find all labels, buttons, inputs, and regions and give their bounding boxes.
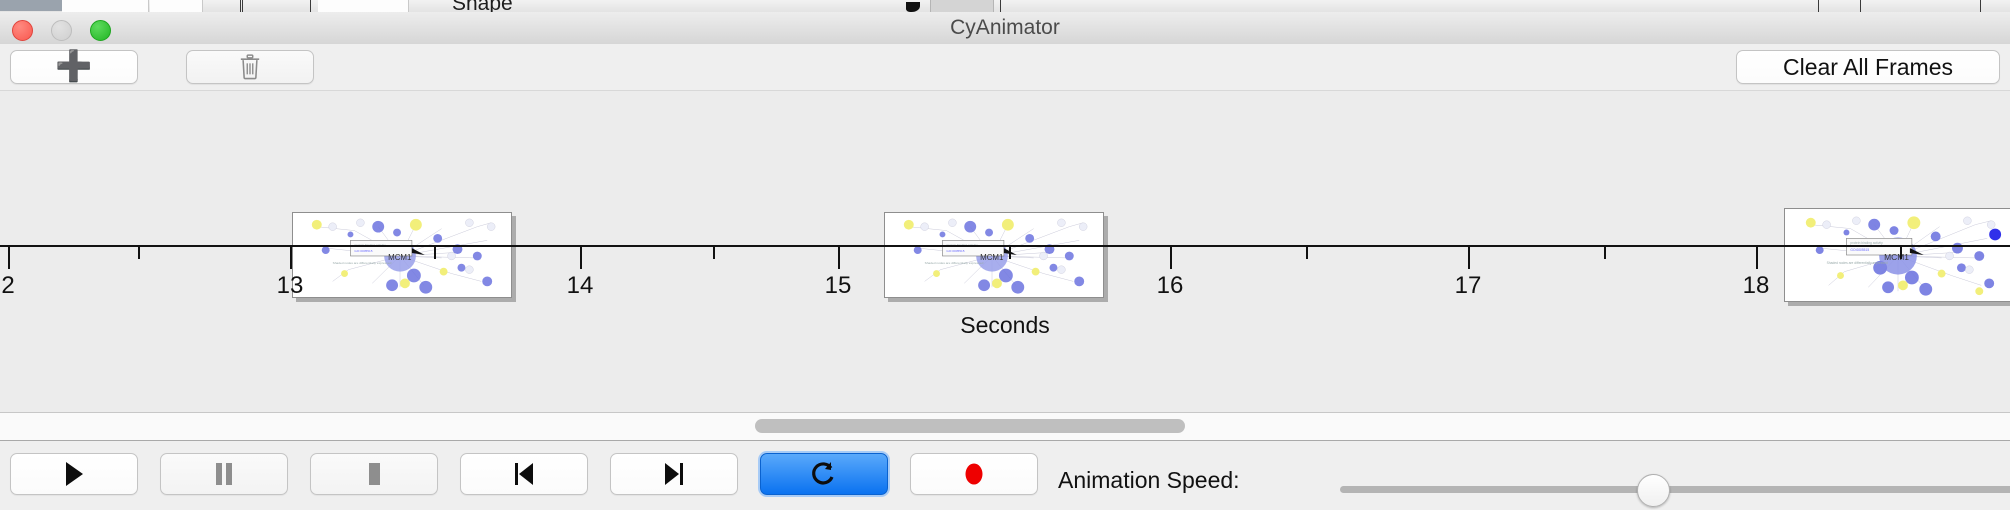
loop-icon: [812, 462, 834, 485]
loop-button[interactable]: [760, 453, 888, 495]
pause-button[interactable]: [160, 453, 288, 495]
background-shape-label: Shape: [452, 0, 513, 12]
axis-tick-minor: [434, 247, 436, 259]
clear-all-frames-button[interactable]: Clear All Frames: [1736, 50, 2000, 84]
minimize-button[interactable]: [51, 20, 72, 41]
axis-tick-major: [290, 247, 292, 269]
svg-text:MCM1: MCM1: [1884, 252, 1909, 262]
transport-bar: Animation Speed:: [0, 441, 2010, 510]
background-divider: [1000, 0, 1001, 12]
axis-tick-major: [838, 247, 840, 269]
delete-frame-button[interactable]: [186, 50, 314, 84]
timeline-axis-line: [0, 245, 2010, 247]
timeline-scrollbar[interactable]: [0, 413, 2010, 441]
trash-icon: [240, 54, 260, 80]
background-divider: [310, 0, 311, 12]
close-button[interactable]: [12, 20, 33, 41]
zoom-button[interactable]: [90, 20, 111, 41]
animation-speed-slider[interactable]: [1340, 474, 2010, 507]
animation-speed-slider-thumb[interactable]: [1637, 474, 1670, 507]
background-window-strip: Shape: [0, 0, 2010, 12]
timeline-frame-thumbnail[interactable]: protein binding activity GO:0005515 Shad…: [1784, 208, 2010, 302]
scrollbar-thumb[interactable]: [755, 419, 1185, 433]
toolbar: ➕ Clear All Frames: [0, 44, 2010, 91]
axis-tick-major: [1468, 247, 1470, 269]
background-divider: [1860, 0, 1861, 12]
skip-end-icon: [665, 463, 683, 485]
network-graph-preview: protein binding activity GO:0005515 Shad…: [311, 218, 496, 294]
background-gray-box: [930, 0, 994, 12]
network-graph-preview: protein binding activity GO:0005515 Shad…: [903, 218, 1088, 294]
svg-text:Shaded nodes are differentiall: Shaded nodes are differentially expresse…: [333, 261, 392, 265]
axis-tick-label: 16: [1156, 272, 1184, 299]
skip-to-end-button[interactable]: [610, 453, 738, 495]
skip-start-icon: [515, 463, 533, 485]
axis-tick-label: 13: [276, 272, 304, 299]
axis-tick-label: 17: [1454, 272, 1482, 299]
window-title: CyAnimator: [950, 16, 1060, 39]
skip-to-start-button[interactable]: [460, 453, 588, 495]
axis-tick-label: 14: [566, 272, 594, 299]
axis-tick-minor: [1604, 247, 1606, 259]
axis-tick-minor: [713, 247, 715, 259]
play-icon: [66, 462, 83, 486]
background-segment: [62, 0, 149, 12]
axis-title: Seconds: [960, 312, 1050, 338]
plus-icon: ➕: [55, 50, 93, 83]
svg-text:GO:0005515: GO:0005515: [1850, 248, 1869, 252]
svg-text:MCM1: MCM1: [388, 253, 411, 262]
axis-tick-minor: [1900, 247, 1902, 259]
record-icon: [965, 463, 983, 485]
svg-text:GO:0005515: GO:0005515: [946, 249, 964, 253]
background-divider: [242, 0, 243, 12]
axis-tick-major: [1170, 247, 1172, 269]
svg-text:protein binding activity: protein binding activity: [1850, 241, 1883, 245]
traffic-lights: [12, 20, 111, 41]
animation-speed-label: Animation Speed:: [1058, 467, 1240, 493]
svg-text:Shaded nodes are differentiall: Shaded nodes are differentially expresse…: [925, 261, 984, 265]
axis-tick-minor: [1306, 247, 1308, 259]
record-button[interactable]: [910, 453, 1038, 495]
title-bar[interactable]: CyAnimator: [0, 12, 2010, 45]
timeline-top-divider: [0, 90, 2010, 91]
play-button[interactable]: [10, 453, 138, 495]
timeline-frame-thumbnail[interactable]: protein binding activity GO:0005515 Shad…: [884, 212, 1104, 298]
network-graph-preview: protein binding activity GO:0005515 Shad…: [1805, 216, 2002, 296]
background-segment: [318, 0, 409, 12]
stop-icon: [369, 463, 380, 485]
background-divider: [240, 0, 241, 12]
axis-tick-label: 15: [824, 272, 852, 299]
background-toolbar-dark-chip: [0, 0, 62, 11]
add-frame-button[interactable]: ➕: [10, 50, 138, 84]
axis-tick-minor: [138, 247, 140, 259]
axis-tick-label: 2: [1, 272, 15, 299]
clear-all-frames-label: Clear All Frames: [1783, 53, 1953, 80]
axis-tick-minor: [1009, 247, 1011, 259]
pause-icon: [216, 463, 232, 485]
background-divider: [1980, 0, 1981, 12]
background-segment: [150, 0, 203, 12]
timeline-frame-thumbnail[interactable]: protein binding activity GO:0005515 Shad…: [292, 212, 512, 298]
svg-text:MCM1: MCM1: [980, 253, 1003, 262]
axis-tick-major: [8, 247, 10, 269]
timeline-panel[interactable]: protein binding activity GO:0005515 Shad…: [0, 90, 2010, 413]
axis-tick-label: 18: [1742, 272, 1770, 299]
background-divider: [1818, 0, 1819, 12]
background-arrow-glyph: [906, 2, 920, 12]
svg-text:GO:0005515: GO:0005515: [354, 249, 372, 253]
axis-tick-major: [580, 247, 582, 269]
svg-text:Shaded nodes are differentiall: Shaded nodes are differentially expresse…: [1827, 261, 1888, 265]
axis-tick-major: [1756, 247, 1758, 269]
stop-button[interactable]: [310, 453, 438, 495]
